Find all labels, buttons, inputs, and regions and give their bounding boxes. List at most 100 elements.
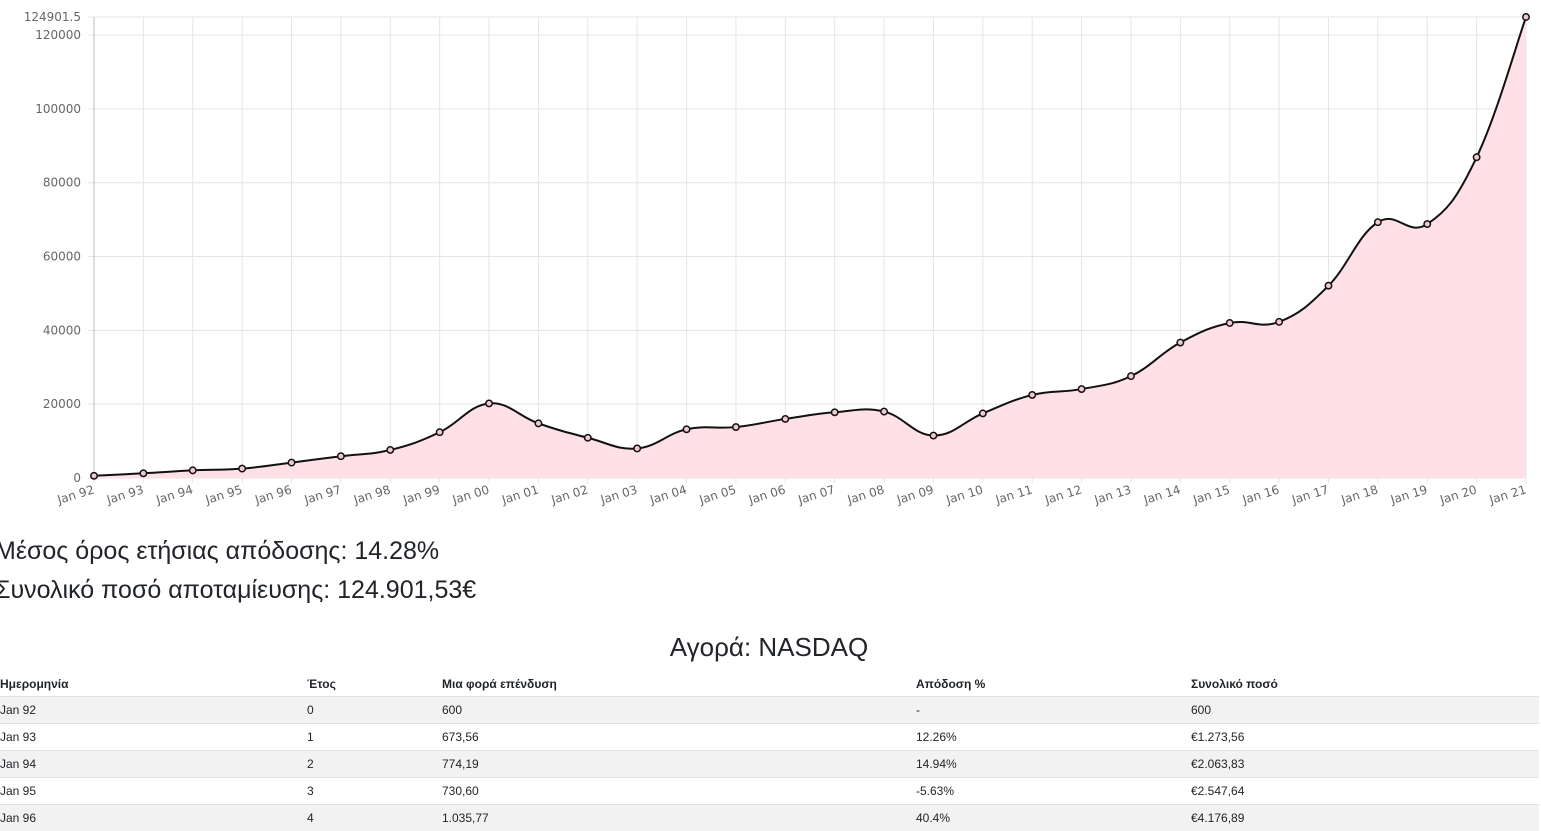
cell-return: 12.26%: [910, 724, 1185, 751]
area-fill: [94, 17, 1526, 478]
y-tick-label: 0: [73, 471, 81, 485]
x-tick-label: Jan 99: [401, 482, 442, 507]
cell-total: €2.547,64: [1185, 778, 1539, 805]
savings-chart: 0 20000 40000 60000 80000 100000 120000 124901.…: [0, 0, 1541, 520]
data-point: [881, 408, 887, 414]
x-tick-label: Jan 98: [351, 482, 392, 507]
y-tick-label: 120000: [35, 28, 81, 42]
table-row: Jan 96 4 1.035,77 40.4% €4.176,89: [0, 805, 1539, 831]
data-point: [338, 453, 344, 459]
cell-year: 0: [301, 697, 436, 724]
x-tick-label: Jan 96: [252, 482, 293, 507]
cell-investment: 774,19: [436, 751, 910, 778]
table-row: Jan 93 1 673,56 12.26% €1.273,56: [0, 724, 1539, 751]
data-point: [1473, 154, 1479, 160]
x-tick-label: Jan 92: [55, 482, 96, 507]
data-point: [1523, 14, 1529, 20]
cell-year: 4: [301, 805, 436, 831]
cell-year: 2: [301, 751, 436, 778]
x-tick-label: Jan 11: [993, 482, 1034, 507]
header-total: Συνολικό ποσό: [1185, 672, 1539, 697]
data-point: [585, 435, 591, 441]
cell-year: 1: [301, 724, 436, 751]
x-tick-label: Jan 93: [104, 482, 145, 507]
cell-year: 3: [301, 778, 436, 805]
data-point: [782, 416, 788, 422]
data-point: [1375, 219, 1381, 225]
data-point: [1227, 320, 1233, 326]
x-tick-label: Jan 05: [697, 482, 738, 507]
cell-total: €1.273,56: [1185, 724, 1539, 751]
chart-area: 0 20000 40000 60000 80000 100000 120000 124901.…: [0, 0, 1541, 520]
market-title: Αγορά: NASDAQ: [0, 632, 1538, 663]
data-point: [387, 447, 393, 453]
cell-total: €4.176,89: [1185, 805, 1539, 831]
data-point: [1029, 392, 1035, 398]
data-point: [486, 400, 492, 406]
cell-return: 40.4%: [910, 805, 1185, 831]
x-tick-label: Jan 01: [499, 482, 540, 507]
y-tick-label: 124901.5: [24, 10, 81, 24]
cell-date: Jan 95: [0, 778, 301, 805]
x-tick-label: Jan 02: [549, 482, 590, 507]
x-tick-label: Jan 19: [1388, 482, 1429, 507]
data-point: [733, 424, 739, 430]
table-header-row: Ημερομηνία Έτος Μια φορά επένδυση Απόδοσ…: [0, 672, 1539, 697]
data-point: [1325, 283, 1331, 289]
x-tick-label: Jan 14: [1141, 482, 1182, 507]
cell-total: 600: [1185, 697, 1539, 724]
x-tick-label: Jan 12: [1042, 482, 1083, 507]
x-tick-label: Jan 10: [944, 482, 985, 507]
table-row: Jan 92 0 600 - 600: [0, 697, 1539, 724]
cell-investment: 673,56: [436, 724, 910, 751]
data-point: [1177, 339, 1183, 345]
cell-investment: 1.035,77: [436, 805, 910, 831]
data-point: [683, 426, 689, 432]
y-tick-label: 100000: [35, 102, 81, 116]
header-date: Ημερομηνία: [0, 672, 301, 697]
total-savings-text: Συνολικό ποσό αποταμίευσης: 124.901,53€: [0, 576, 476, 605]
x-tick-label: Jan 09: [894, 482, 935, 507]
data-point: [634, 445, 640, 451]
y-tick-label: 40000: [43, 323, 81, 337]
data-point: [436, 429, 442, 435]
cell-return: -: [910, 697, 1185, 724]
x-tick-label: Jan 13: [1092, 482, 1133, 507]
x-tick-label: Jan 08: [845, 482, 886, 507]
table-row: Jan 95 3 730,60 -5.63% €2.547,64: [0, 778, 1539, 805]
cell-return: -5.63%: [910, 778, 1185, 805]
data-point: [140, 470, 146, 476]
average-return-text: Μέσος όρος ετήσιας απόδοσης: 14.28%: [0, 537, 439, 566]
x-tick-label: Jan 07: [796, 482, 837, 507]
x-tick-label: Jan 00: [450, 482, 491, 507]
x-tick-label: Jan 20: [1437, 482, 1478, 507]
x-tick-label: Jan 18: [1339, 482, 1380, 507]
cell-total: €2.063,83: [1185, 751, 1539, 778]
data-point: [1276, 319, 1282, 325]
data-point: [91, 473, 97, 479]
y-tick-label: 80000: [43, 176, 81, 190]
data-point: [930, 432, 936, 438]
header-return: Απόδοση %: [910, 672, 1185, 697]
cell-date: Jan 93: [0, 724, 301, 751]
cell-date: Jan 94: [0, 751, 301, 778]
y-tick-label: 20000: [43, 397, 81, 411]
cell-date: Jan 92: [0, 697, 301, 724]
x-tick-label: Jan 04: [647, 482, 688, 507]
x-tick-label: Jan 17: [1289, 482, 1330, 507]
x-tick-label: Jan 06: [746, 482, 787, 507]
x-tick-label: Jan 15: [1191, 482, 1232, 507]
results-table-container: Ημερομηνία Έτος Μια φορά επένδυση Απόδοσ…: [0, 672, 1539, 831]
data-point: [239, 465, 245, 471]
data-point: [980, 410, 986, 416]
data-point: [1078, 386, 1084, 392]
x-tick-label: Jan 95: [203, 482, 244, 507]
cell-investment: 730,60: [436, 778, 910, 805]
x-tick-label: Jan 94: [154, 482, 195, 507]
y-tick-label: 60000: [43, 250, 81, 264]
cell-return: 14.94%: [910, 751, 1185, 778]
header-year: Έτος: [301, 672, 436, 697]
results-table: Ημερομηνία Έτος Μια φορά επένδυση Απόδοσ…: [0, 672, 1539, 831]
data-point: [831, 409, 837, 415]
data-point: [1424, 221, 1430, 227]
